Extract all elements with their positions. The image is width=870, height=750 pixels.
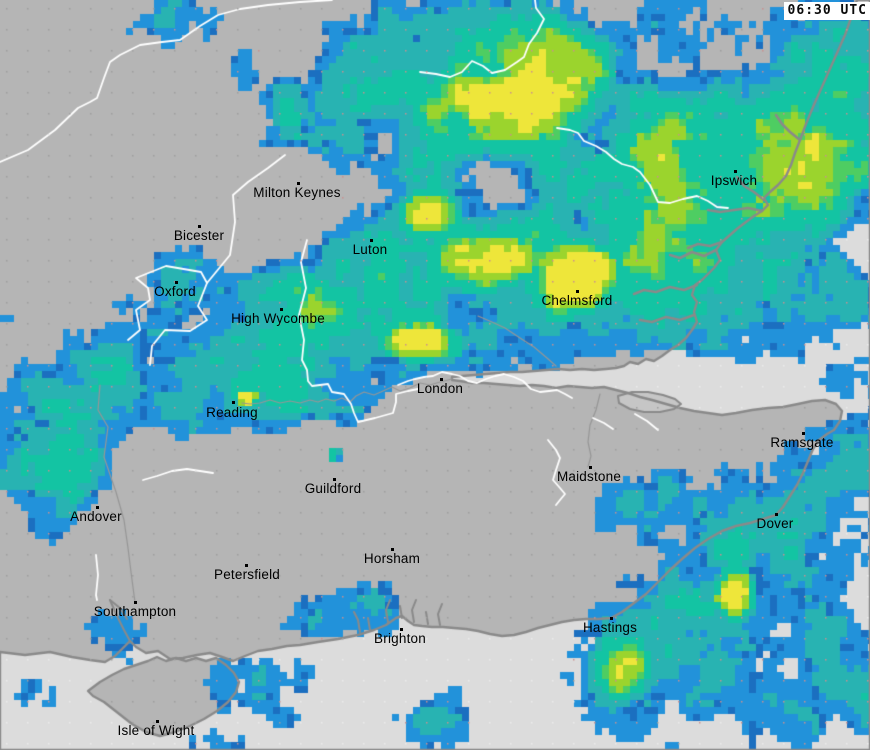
utc-clock: 06:30 UTC — [783, 2, 870, 20]
city-marker — [802, 432, 805, 435]
city-label: Ramsgate — [770, 435, 834, 450]
city-marker — [333, 478, 336, 481]
city-label: Isle of Wight — [117, 723, 195, 738]
city-label: Ipswich — [710, 173, 758, 188]
city-label: High Wycombe — [231, 311, 325, 326]
city-marker — [440, 378, 443, 381]
city-marker — [400, 628, 403, 631]
city-label: Bicester — [173, 228, 225, 243]
city-marker — [156, 720, 159, 723]
city-label: Guildford — [304, 481, 362, 496]
city-label: Reading — [206, 405, 258, 420]
city-marker — [245, 564, 248, 567]
city-marker — [198, 225, 201, 228]
city-label: Chelmsford — [541, 293, 613, 308]
city-label: London — [416, 381, 464, 396]
city-marker — [96, 506, 99, 509]
city-marker — [134, 601, 137, 604]
city-label: Brighton — [374, 631, 426, 646]
city-label: Southampton — [93, 604, 177, 619]
city-marker — [297, 182, 300, 185]
city-label: Milton Keynes — [253, 185, 341, 200]
city-marker — [232, 401, 235, 404]
city-marker — [734, 170, 737, 173]
city-label: Dover — [756, 516, 794, 531]
city-label: Maidstone — [556, 469, 622, 484]
city-marker — [280, 308, 283, 311]
city-label: Oxford — [154, 284, 196, 299]
city-label: Petersfield — [214, 567, 280, 582]
city-marker — [775, 513, 778, 516]
city-marker — [370, 239, 373, 242]
city-label: Andover — [70, 509, 122, 524]
city-label: Horsham — [363, 551, 421, 566]
city-marker — [576, 290, 579, 293]
city-label: Hastings — [582, 620, 638, 635]
city-marker — [610, 617, 613, 620]
city-marker — [589, 466, 592, 469]
city-label: Luton — [352, 242, 388, 257]
city-marker — [175, 281, 178, 284]
city-marker — [391, 548, 394, 551]
